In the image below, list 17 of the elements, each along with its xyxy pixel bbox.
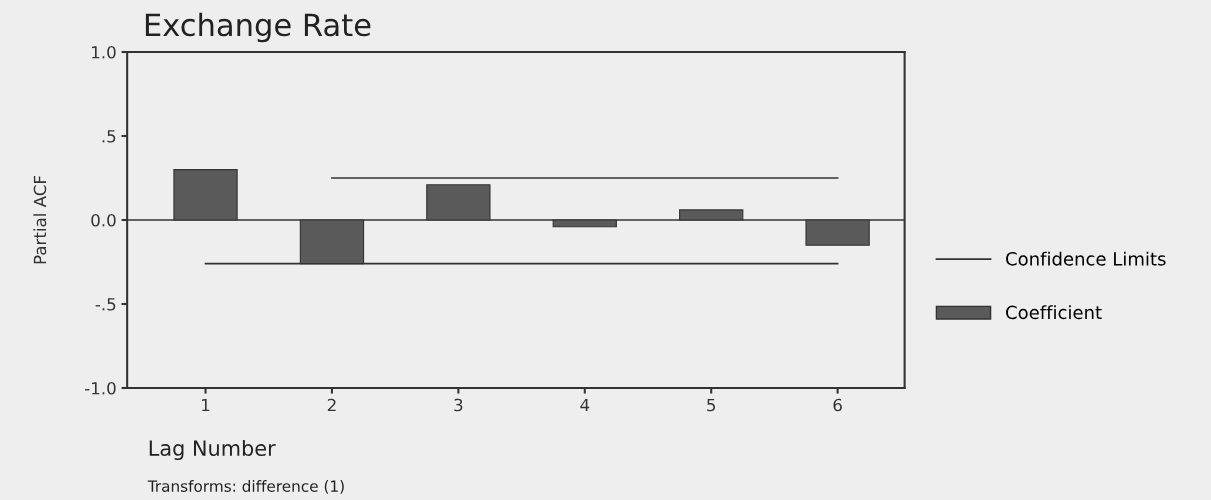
y-tick-label: -.5 [95,298,116,311]
legend-label: Confidence Limits [1006,251,1166,266]
y-tick-label: 0.0 [91,213,116,227]
chart-title: Exchange Rate [145,12,371,43]
x-tick-label: 6 [833,398,842,412]
legend-label: Coefficient [1006,305,1102,320]
x-tick-label: 5 [707,398,716,412]
y-tick-label: 1.0 [92,45,116,59]
y-tick-label: .5 [102,130,116,143]
x-tick-label: 3 [454,398,463,412]
y-axis-title: Partial ACF [33,175,47,264]
x-tick-label: 4 [580,398,590,412]
text: Transforms: difference (1) [147,480,344,494]
x-tick-label: 2 [327,398,336,412]
y-tick-label: -1.0 [85,381,116,395]
x-tick-label: 1 [202,398,210,412]
x-axis-title: Lag Number [149,439,276,461]
